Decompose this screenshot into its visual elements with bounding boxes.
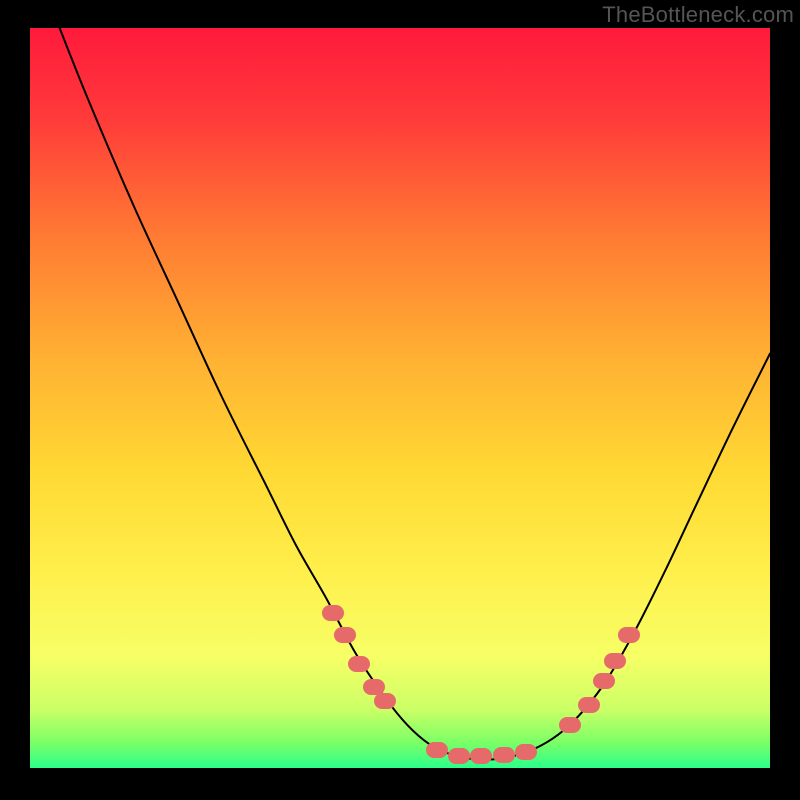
watermark-text: TheBottleneck.com <box>602 2 794 28</box>
data-marker <box>515 744 537 760</box>
data-marker <box>493 747 515 763</box>
data-marker <box>593 673 615 689</box>
data-marker <box>618 627 640 643</box>
data-marker <box>348 656 370 672</box>
data-marker <box>363 679 385 695</box>
data-marker <box>334 627 356 643</box>
data-marker <box>426 742 448 758</box>
data-marker <box>374 693 396 709</box>
data-marker <box>448 748 470 764</box>
data-marker <box>322 605 344 621</box>
data-marker <box>470 748 492 764</box>
data-marker <box>578 697 600 713</box>
chart-stage: TheBottleneck.com <box>0 0 800 800</box>
data-marker <box>559 717 581 733</box>
curve-layer <box>30 28 770 768</box>
bottleneck-curve <box>60 28 770 760</box>
plot-area <box>30 28 770 768</box>
data-marker <box>604 653 626 669</box>
